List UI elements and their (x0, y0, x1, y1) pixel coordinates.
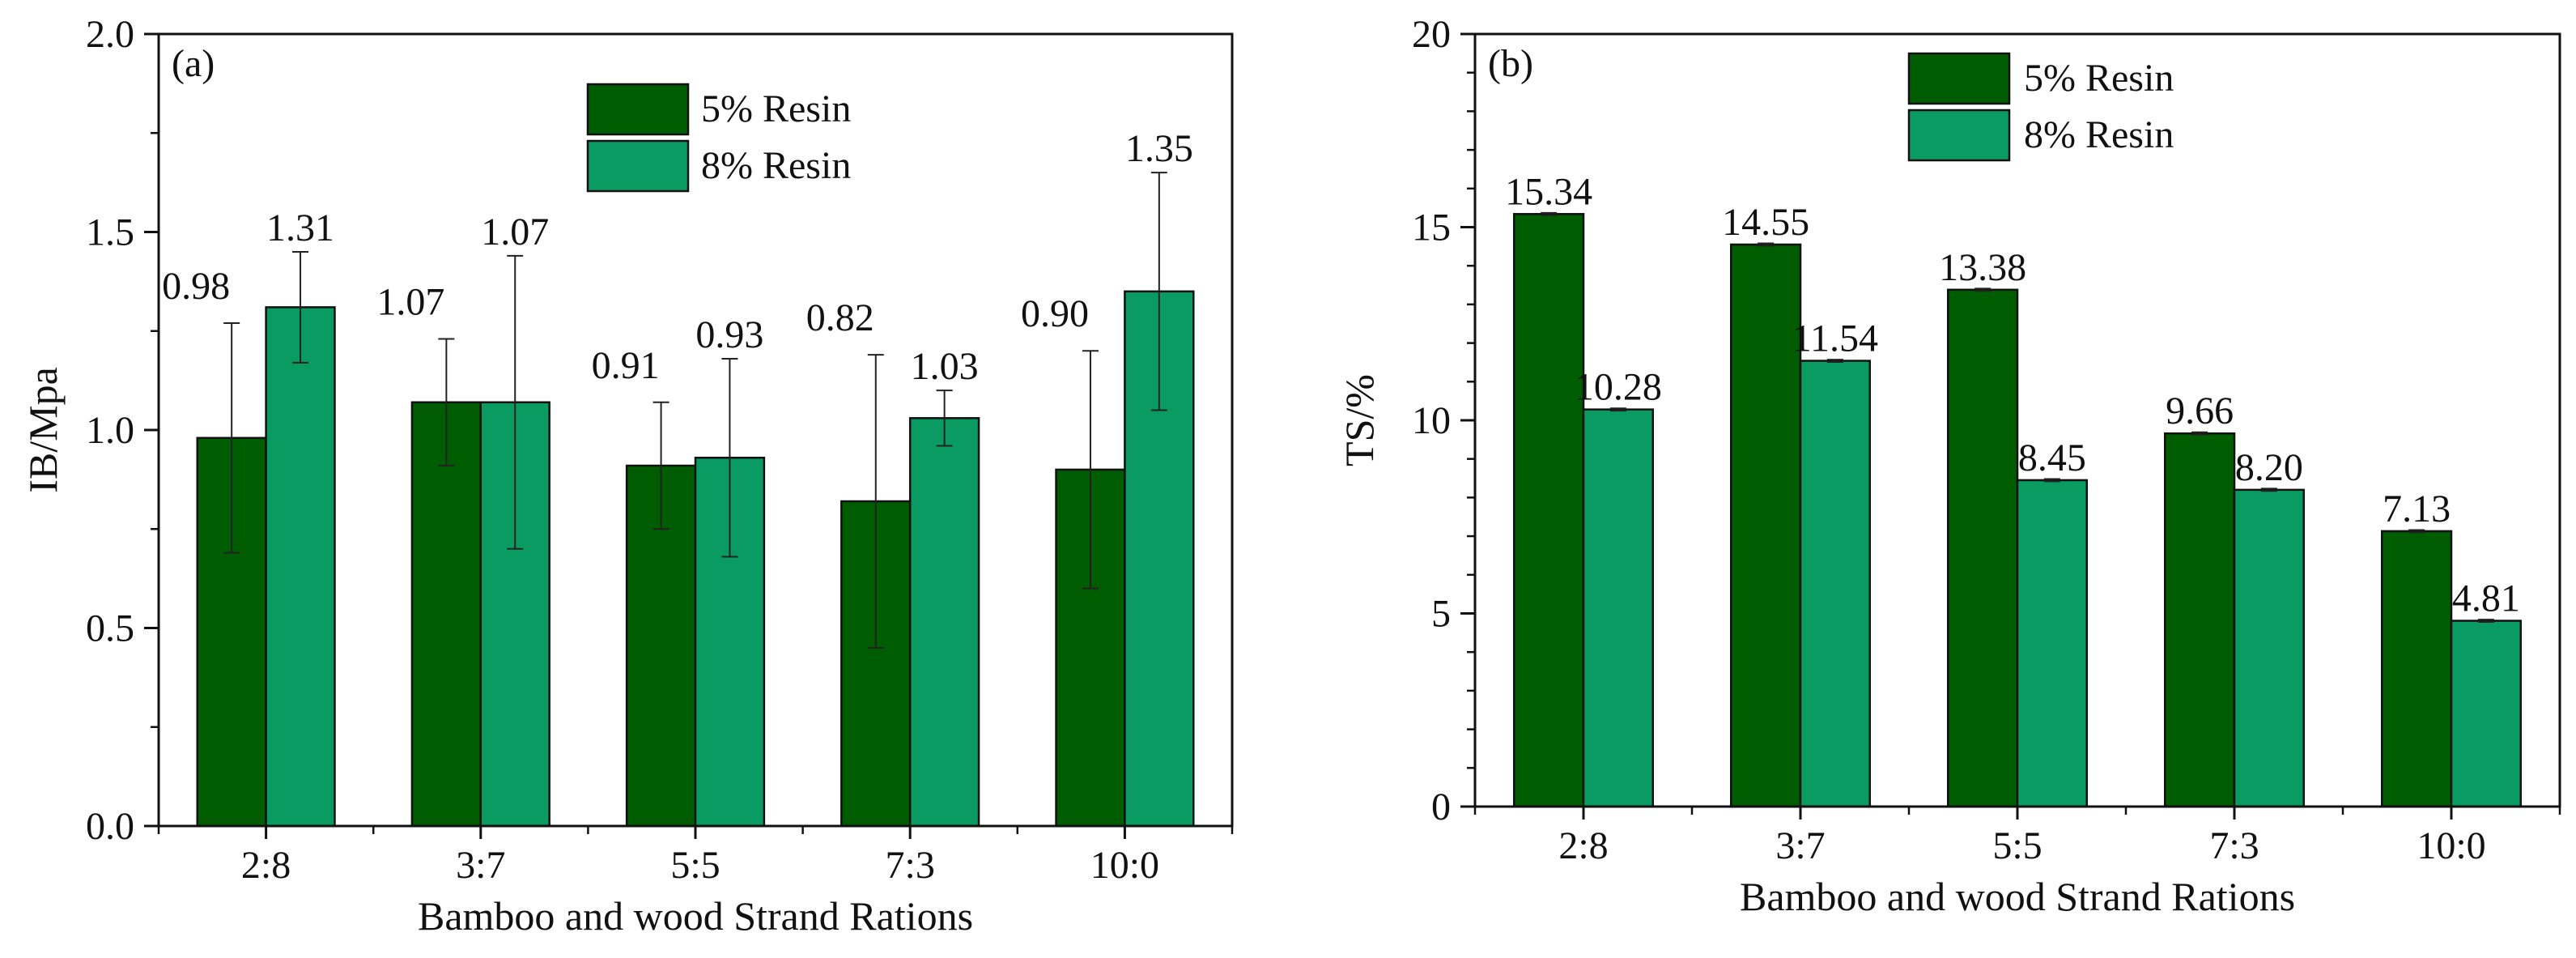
bar-8resin-10-0 (2450, 620, 2523, 808)
data-label: 4.81 (2452, 577, 2520, 620)
data-label: 8.45 (2018, 436, 2086, 479)
legend-label: 8% Resin (701, 144, 851, 187)
panel-label: (b) (1488, 42, 1533, 85)
y-tick-label: 15 (1412, 207, 1451, 249)
y-tick-label: 0.0 (86, 805, 134, 848)
bar-5resin-3-7 (410, 401, 482, 828)
legend-swatch (586, 83, 690, 136)
bar-8resin-2-8 (265, 306, 336, 828)
x-tick-label: 10:0 (2417, 824, 2485, 867)
data-label: 8.20 (2235, 446, 2303, 489)
bar-8resin-7-3 (2233, 488, 2306, 808)
data-label: 14.55 (1722, 201, 1809, 244)
y-tick-label: 5 (1431, 593, 1451, 636)
x-tick-label: 3:7 (456, 844, 505, 887)
data-label: 1.03 (911, 345, 979, 388)
x-tick-label: 2:8 (241, 844, 291, 887)
y-tick-label: 2.0 (86, 13, 134, 56)
data-label: 15.34 (1505, 170, 1592, 213)
data-label: 11.54 (1792, 317, 1878, 360)
bar-5resin-2-8 (1512, 213, 1585, 808)
data-label: 1.35 (1125, 127, 1193, 170)
data-label: 1.07 (481, 211, 549, 253)
x-tick-label: 10:0 (1090, 844, 1159, 887)
data-label: 0.93 (695, 313, 763, 356)
data-label: 0.82 (806, 296, 874, 339)
bar-8resin-2-8 (1582, 408, 1655, 808)
bar-5resin-10-0 (2380, 530, 2453, 808)
data-label: 0.91 (592, 344, 660, 387)
x-tick-label: 5:5 (670, 844, 720, 887)
chart-panel-b: 15.34 10.28 2:8 14.55 11.54 3:7 13.38 8.45 5:5 9.… (1337, 13, 2561, 919)
panel-label: (a) (172, 42, 215, 85)
y-axis-label: TS/% (1337, 374, 1382, 466)
bar-5resin-5-5 (1946, 288, 2019, 808)
bar-8resin-5-5 (2016, 479, 2089, 808)
x-tick-label: 7:3 (2209, 824, 2259, 867)
data-label: 10.28 (1575, 366, 1662, 409)
y-axis-label: IB/Mpa (20, 367, 66, 493)
data-label: 7.13 (2383, 488, 2451, 530)
data-label: 13.38 (1939, 246, 2026, 289)
chart-panel-a: 0.98 1.31 2:8 1.07 1.07 3:7 0.91 0.93 5:5 0.82 1.0… (20, 13, 1234, 939)
x-tick-label: 7:3 (886, 844, 935, 887)
data-label: 0.98 (162, 265, 230, 308)
y-tick-label: 10 (1412, 399, 1451, 442)
data-label: 9.66 (2166, 390, 2234, 432)
legend-swatch (1907, 109, 2011, 162)
data-label: 1.31 (266, 207, 334, 249)
x-axis-label: Bamboo and wood Strand Rations (1740, 874, 2295, 919)
y-tick-label: 1.0 (86, 409, 134, 452)
data-label: 0.90 (1021, 292, 1089, 335)
y-tick-label: 20 (1412, 13, 1451, 56)
x-tick-label: 5:5 (1992, 824, 2042, 867)
x-tick-label: 3:7 (1775, 824, 1825, 867)
legend-swatch (1907, 52, 2011, 105)
bar-8resin-3-7 (1799, 360, 1872, 808)
legend-swatch (586, 139, 690, 193)
y-tick-label: 0.5 (86, 607, 134, 650)
y-tick-label: 0 (1431, 786, 1451, 828)
bar-8resin-7-3 (908, 417, 980, 828)
legend-label: 8% Resin (2024, 113, 2174, 156)
x-tick-label: 2:8 (1558, 824, 1608, 867)
bar-5resin-3-7 (1729, 243, 1802, 808)
bar-5resin-7-3 (2163, 432, 2236, 808)
data-label: 1.07 (376, 281, 444, 324)
y-tick-label: 1.5 (86, 211, 134, 254)
x-axis-label: Bamboo and wood Strand Rations (418, 893, 973, 939)
legend-label: 5% Resin (701, 87, 851, 130)
legend-label: 5% Resin (2024, 57, 2174, 100)
